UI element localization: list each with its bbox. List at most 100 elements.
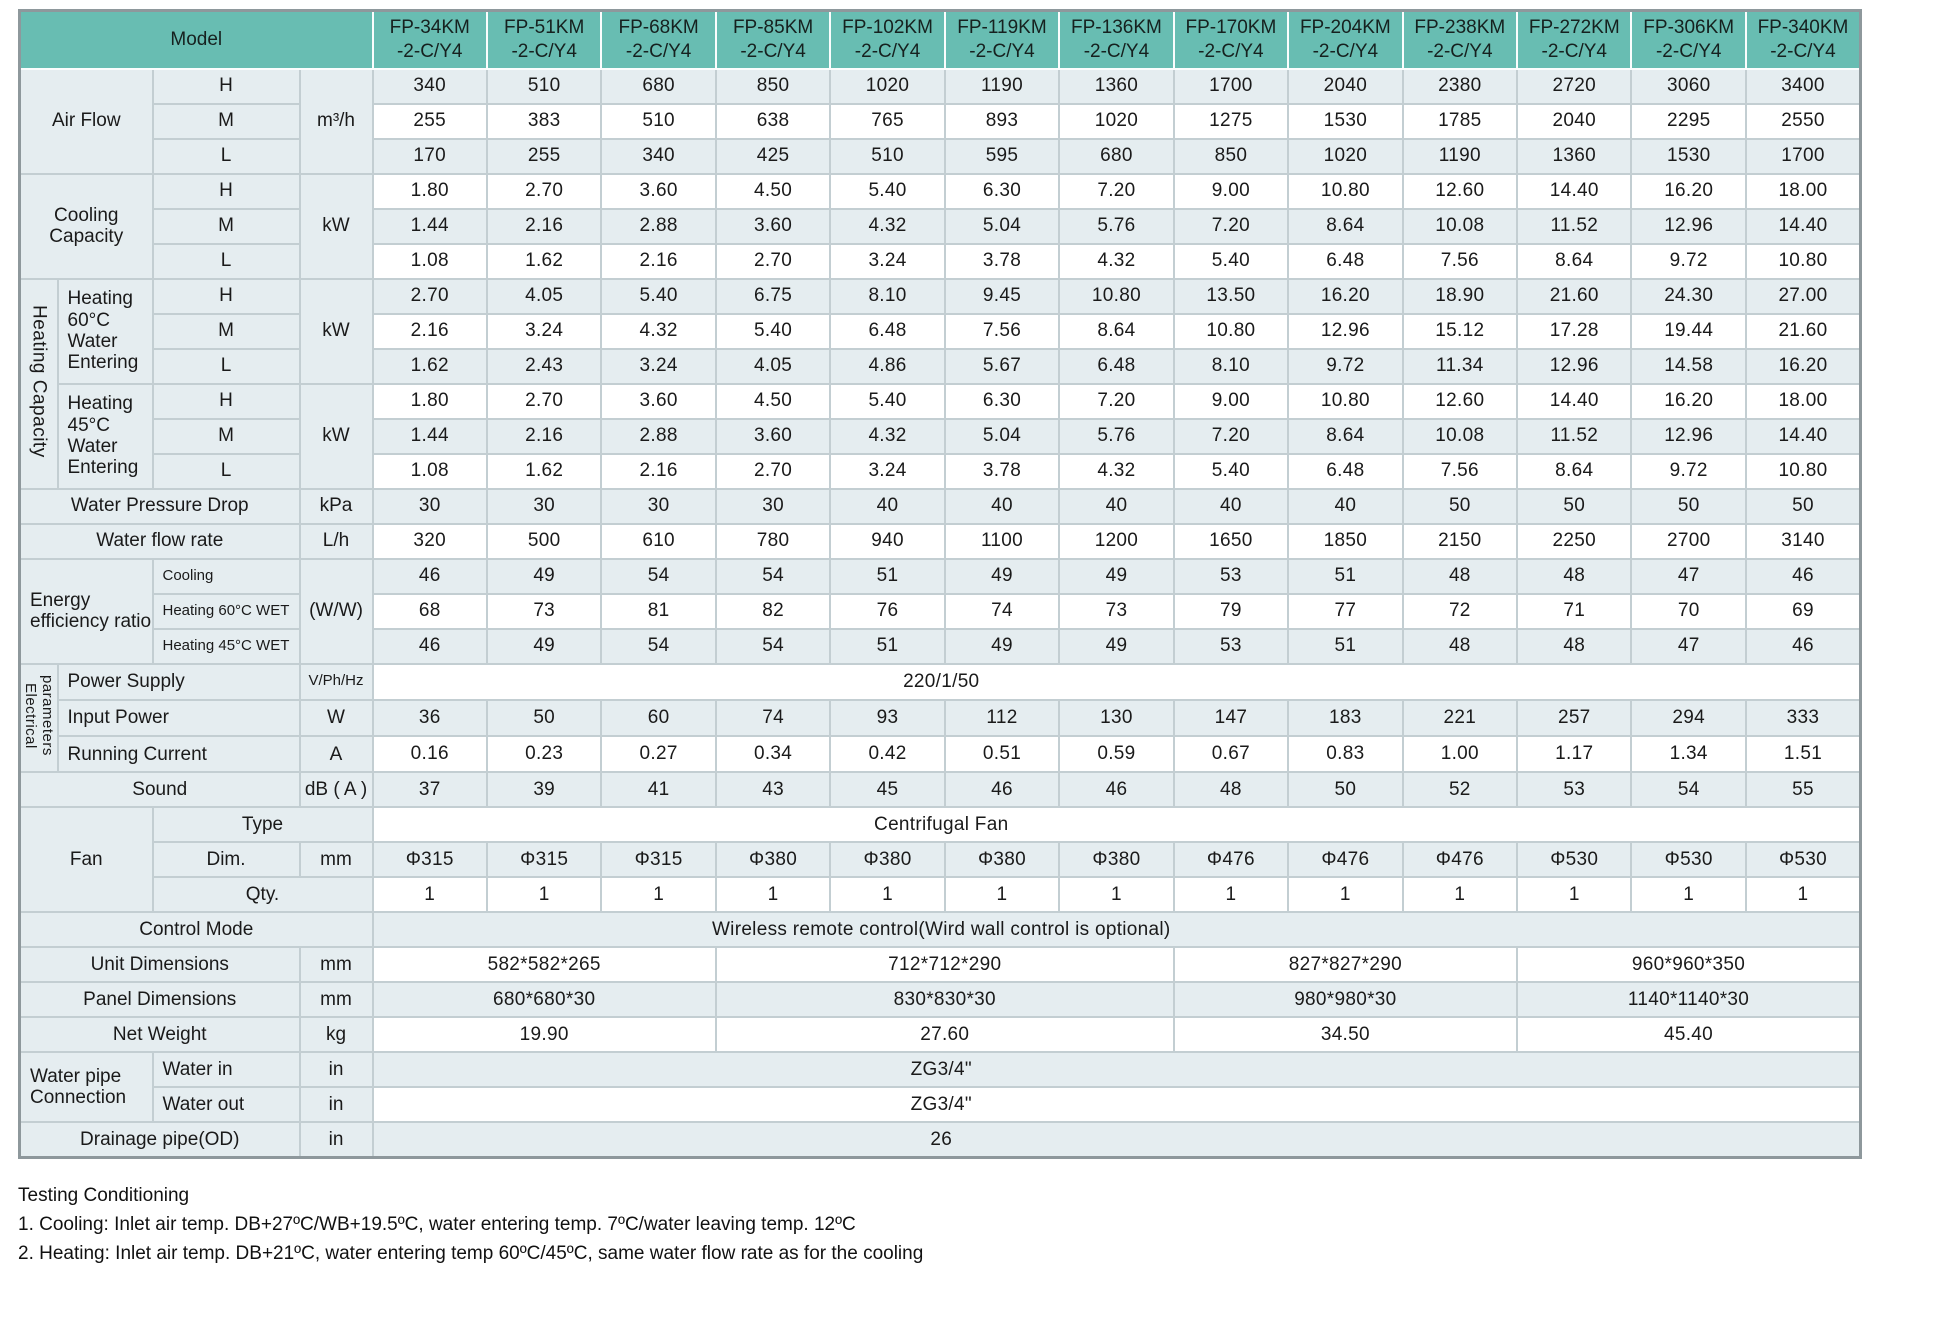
value-cell: 712*712*290	[714, 946, 1175, 984]
row-label: in	[298, 1086, 374, 1124]
value-cell: 76	[829, 592, 946, 630]
value-cell: 130	[1058, 698, 1175, 738]
value-cell: 70	[1630, 592, 1747, 630]
value-cell: 893	[943, 102, 1061, 140]
model-header-row: Model FP-34KM -2-C/Y4 FP-51KM -2-C/Y4 FP-68…	[18, 10, 1862, 70]
value-cell: 49	[485, 627, 603, 665]
value-cell: 3.60	[600, 382, 717, 420]
model-header: FP-170KM -2-C/Y4	[1172, 10, 1290, 70]
value-cell: 10.80	[1287, 382, 1404, 420]
row-label: Water out	[151, 1086, 301, 1124]
value-cell: 2295	[1630, 102, 1747, 140]
value-cell: 147	[1172, 698, 1290, 738]
value-cell: 1	[1516, 876, 1633, 914]
value-cell: 1	[1401, 876, 1519, 914]
value-cell: 18.00	[1744, 382, 1862, 420]
row-label: Sound	[18, 771, 301, 809]
value-cell: 3.60	[714, 417, 832, 455]
value-cell: Wireless remote control(Wird wall contro…	[371, 911, 1862, 949]
value-cell: 51	[829, 557, 946, 595]
value-cell: 2150	[1401, 522, 1519, 560]
value-cell: 1700	[1744, 137, 1862, 175]
table-row: M 1.44 2.16 2.88 3.60 4.32 5.04 5.76 7.20 8.64 10.…	[20, 417, 1862, 455]
value-cell: 71	[1516, 592, 1633, 630]
value-cell: 27.00	[1744, 277, 1862, 315]
value-cell: 16.20	[1630, 382, 1747, 420]
value-cell: 30	[485, 487, 603, 525]
row-label: Unit Dimensions	[18, 946, 301, 984]
value-cell: 5.76	[1058, 207, 1175, 245]
value-cell: 1360	[1058, 67, 1175, 105]
row-label: Heating 45°C WET	[151, 627, 301, 665]
model-header: FP-272KM -2-C/Y4	[1516, 10, 1633, 70]
value-cell: 40	[943, 487, 1061, 525]
value-cell: 8.64	[1287, 417, 1404, 455]
value-cell: 68	[371, 592, 488, 630]
value-cell: 15.12	[1401, 312, 1519, 350]
value-cell: 1	[600, 876, 717, 914]
value-cell: 5.04	[943, 207, 1061, 245]
row-label: Cooling Capacity	[18, 172, 154, 280]
value-cell: 50	[1401, 487, 1519, 525]
value-cell: 8.64	[1516, 452, 1633, 490]
value-cell: 1850	[1287, 522, 1404, 560]
value-cell: 48	[1401, 557, 1519, 595]
value-cell: 40	[1172, 487, 1290, 525]
value-cell: 7.20	[1058, 382, 1175, 420]
value-cell: 48	[1172, 771, 1290, 809]
value-cell: 2700	[1630, 522, 1747, 560]
value-cell: 21.60	[1516, 277, 1633, 315]
value-cell: 1.08	[371, 452, 488, 490]
value-cell: 2.88	[600, 207, 717, 245]
footer-note: 1. Cooling: Inlet air temp. DB+27ºC/WB+1…	[18, 1213, 856, 1235]
value-cell: 8.10	[1172, 347, 1290, 385]
value-cell: 14.40	[1744, 207, 1862, 245]
value-cell: Φ315	[600, 841, 717, 879]
row-label: Type	[151, 806, 374, 844]
row-label: Electrical parameters	[18, 662, 59, 774]
value-cell: 320	[371, 522, 488, 560]
value-cell: 30	[714, 487, 832, 525]
value-cell: 850	[714, 67, 832, 105]
value-cell: 51	[829, 627, 946, 665]
row-label: L	[151, 452, 301, 490]
value-cell: 7.56	[1401, 242, 1519, 280]
value-cell: Φ530	[1630, 841, 1747, 879]
value-cell: 1650	[1172, 522, 1290, 560]
value-cell: 49	[943, 557, 1061, 595]
row-label: Panel Dimensions	[18, 981, 301, 1019]
value-cell: 50	[1516, 487, 1633, 525]
value-cell: 183	[1287, 698, 1404, 738]
value-cell: 1275	[1172, 102, 1290, 140]
table-row: Water flow rate L/h 320 500 610 780 940 1100 120…	[18, 522, 1862, 560]
value-cell: 9.72	[1630, 242, 1747, 280]
value-cell: 93	[829, 698, 946, 738]
value-cell: 49	[943, 627, 1061, 665]
value-cell: 3.60	[600, 172, 717, 210]
value-cell: 255	[485, 137, 603, 175]
table-row: Heating 45°C WET 46 49 54 54 51 49 49 53 51 48 48 47…	[20, 627, 1862, 665]
value-cell: 7.20	[1172, 417, 1290, 455]
value-cell: 54	[714, 557, 832, 595]
value-cell: 220/1/50	[371, 662, 1862, 701]
value-cell: 1	[485, 876, 603, 914]
value-cell: 53	[1172, 627, 1290, 665]
value-cell: 850	[1172, 137, 1290, 175]
value-cell: 46	[371, 627, 488, 665]
value-cell: 54	[600, 627, 717, 665]
row-label: kPa	[298, 487, 374, 525]
value-cell: 46	[943, 771, 1061, 809]
model-header: FP-68KM -2-C/Y4	[600, 10, 717, 70]
value-cell: 2720	[1516, 67, 1633, 105]
value-cell: 980*980*30	[1172, 981, 1519, 1019]
table-row: Energy efficiency ratio Cooling (W/W) 46 49 5…	[18, 557, 1862, 665]
value-cell: 2.70	[714, 452, 832, 490]
row-label: in	[298, 1121, 374, 1159]
row-label: Qty.	[151, 876, 374, 914]
value-cell: Φ315	[485, 841, 603, 879]
value-cell: 48	[1516, 557, 1633, 595]
table-row: M 2.16 3.24 4.32 5.40 6.48 7.56 8.64 10.80 12.96 1…	[20, 312, 1862, 350]
value-cell: 10.80	[1744, 242, 1862, 280]
value-cell: 1.80	[371, 172, 488, 210]
value-cell: 1	[1630, 876, 1747, 914]
